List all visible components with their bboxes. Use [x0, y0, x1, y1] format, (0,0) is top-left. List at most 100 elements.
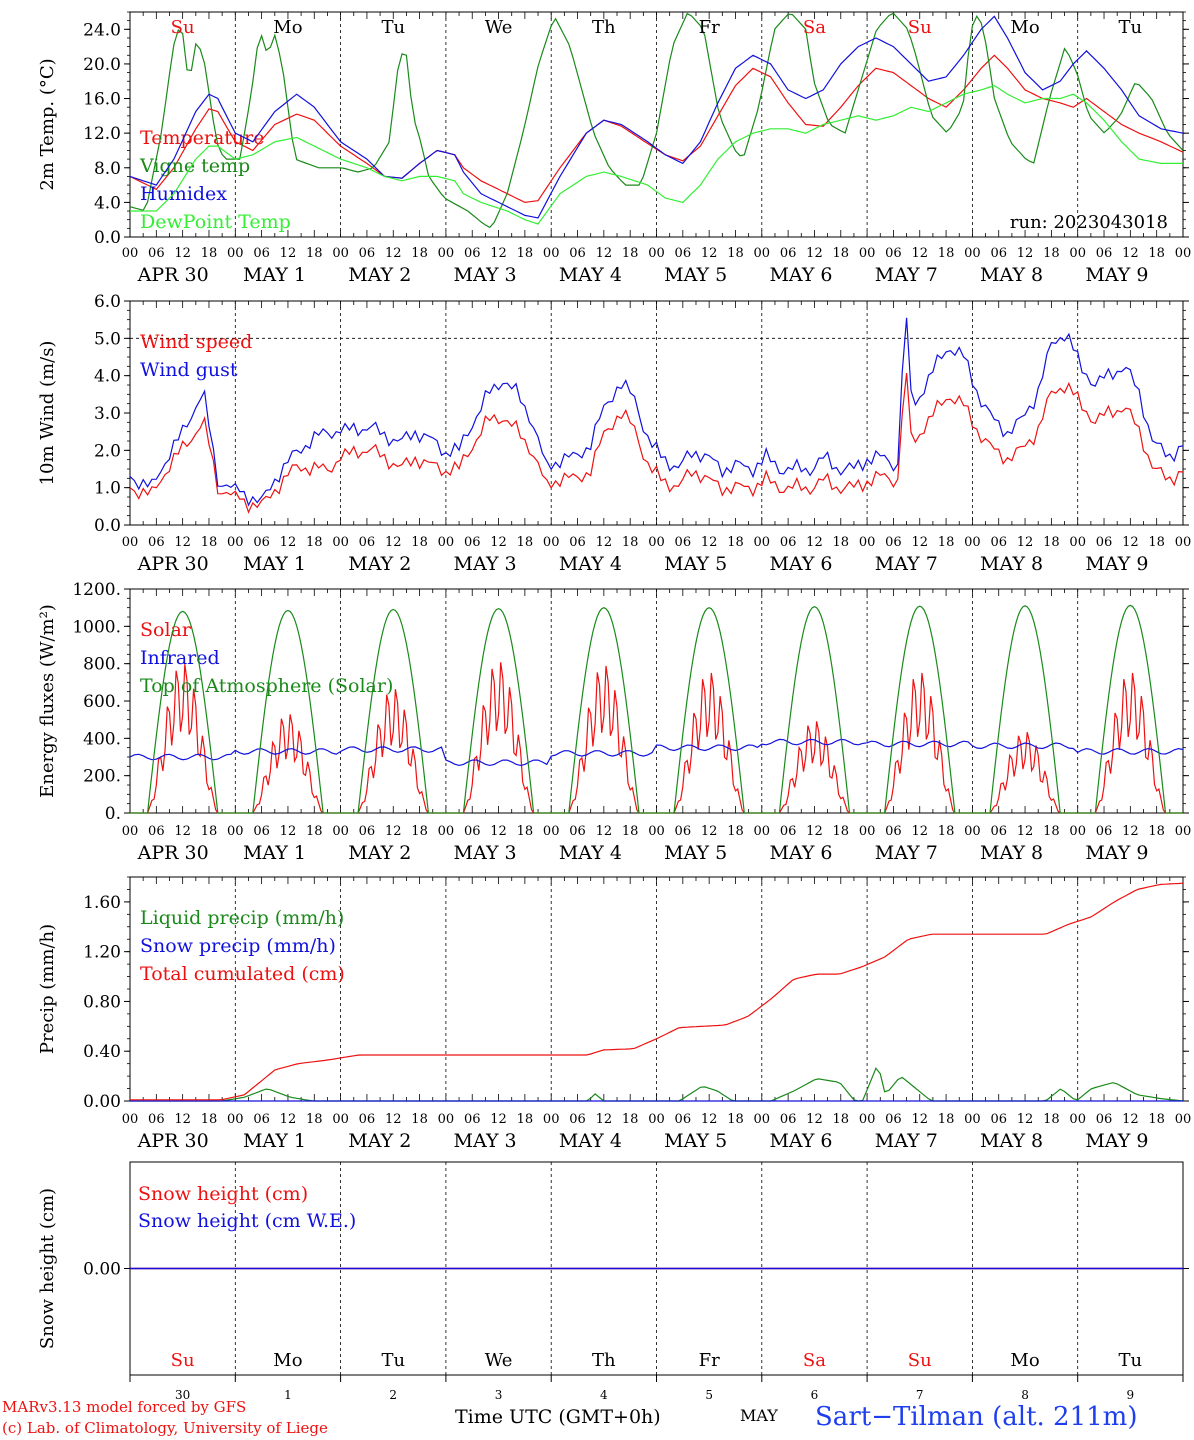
hour-label: 00 — [438, 824, 455, 839]
month-label: MAY — [740, 1406, 778, 1425]
hour-label: 18 — [938, 824, 955, 839]
hour-label: 00 — [648, 1112, 665, 1127]
legend-3-0: Liquid precip (mm/h) — [140, 907, 344, 929]
y-tick-label: 0.40 — [83, 1042, 121, 1062]
hour-label: 12 — [596, 1112, 613, 1127]
hour-label: 12 — [806, 246, 823, 261]
day-name-bottom: Th — [592, 1350, 616, 1371]
date-label: MAY 5 — [664, 842, 727, 864]
hour-label: 12 — [280, 246, 297, 261]
hour-label: 18 — [938, 246, 955, 261]
legend-3-2: Total cumulated (cm) — [140, 963, 345, 985]
hour-label: 12 — [701, 535, 718, 550]
date-label: MAY 1 — [243, 553, 306, 575]
date-label: MAY 2 — [348, 264, 411, 286]
legend-0-0: Temperature — [140, 127, 264, 149]
series-3-2 — [130, 882, 1184, 1101]
hour-label: 18 — [1148, 535, 1165, 550]
day-number: 2 — [389, 1388, 397, 1402]
date-label: MAY 7 — [875, 1130, 938, 1152]
hour-label: 06 — [464, 246, 481, 261]
y-tick-label: 5.0 — [94, 329, 121, 349]
hour-label: 06 — [569, 535, 586, 550]
hour-label: 18 — [517, 535, 534, 550]
hour-label: 00 — [438, 246, 455, 261]
date-label: MAY 3 — [454, 553, 517, 575]
y-tick-label: 0. — [105, 804, 121, 824]
series-2-1 — [129, 738, 1184, 767]
legend-0-3: DewPoint Temp — [140, 211, 291, 233]
hour-label: 12 — [385, 535, 402, 550]
panel-4-ylabel: Snow height (cm) — [37, 1188, 58, 1349]
y-tick-label: 0.80 — [83, 992, 121, 1012]
hour-label: 06 — [148, 246, 165, 261]
hour-label: 00 — [1069, 246, 1086, 261]
day-name-bottom: Su — [171, 1350, 195, 1371]
hour-label: 00 — [859, 824, 876, 839]
hour-label: 18 — [727, 824, 744, 839]
day-number: 3 — [495, 1388, 503, 1402]
hour-label: 12 — [911, 1112, 928, 1127]
y-tick-label: 8.0 — [94, 159, 121, 179]
y-tick-label: 0.00 — [83, 1092, 121, 1112]
y-tick-label: 6.0 — [94, 292, 121, 312]
hour-label: 12 — [385, 1112, 402, 1127]
y-tick-label: 0.0 — [94, 516, 121, 536]
y-tick-label: 1.0 — [94, 479, 121, 499]
date-label: MAY 4 — [559, 842, 622, 864]
date-label: MAY 3 — [454, 1130, 517, 1152]
day-name-top: We — [485, 17, 513, 38]
hour-label: 00 — [859, 535, 876, 550]
hour-label: 00 — [122, 246, 139, 261]
date-label: MAY 3 — [454, 842, 517, 864]
hour-label: 12 — [701, 246, 718, 261]
hour-label: 00 — [543, 246, 560, 261]
hour-label: 00 — [1069, 824, 1086, 839]
hour-label: 18 — [833, 535, 850, 550]
date-label: APR 30 — [137, 842, 209, 864]
panel-0-ylabel: 2m Temp. (°C) — [37, 58, 58, 190]
legend-2-0: Solar — [140, 619, 192, 641]
hour-label: 18 — [517, 824, 534, 839]
series-0-2 — [129, 15, 1184, 219]
hour-label: 00 — [754, 535, 771, 550]
hour-label: 18 — [411, 246, 428, 261]
panel-2-frame — [129, 588, 1184, 814]
hour-label: 06 — [569, 246, 586, 261]
legend-1-0: Wind speed — [140, 331, 252, 353]
panel-2-ylabel: Energy fluxes (W/m²) — [37, 604, 58, 798]
date-label: APR 30 — [137, 264, 209, 286]
hour-label: 12 — [806, 1112, 823, 1127]
hour-label: 12 — [911, 535, 928, 550]
hour-label: 00 — [332, 1112, 349, 1127]
hour-label: 00 — [964, 824, 981, 839]
date-label: MAY 1 — [243, 1130, 306, 1152]
hour-label: 06 — [253, 535, 270, 550]
hour-label: 12 — [596, 824, 613, 839]
hour-label: 18 — [938, 1112, 955, 1127]
hour-label: 00 — [332, 535, 349, 550]
credit-line-1: MARv3.13 model forced by GFS — [2, 1398, 247, 1416]
y-tick-label: 4.0 — [94, 367, 121, 387]
series-1-0 — [129, 373, 1184, 514]
hour-label: 06 — [885, 246, 902, 261]
hour-label: 18 — [622, 246, 639, 261]
hour-label: 00 — [227, 1112, 244, 1127]
hour-label: 12 — [280, 1112, 297, 1127]
hour-label: 18 — [938, 535, 955, 550]
date-label: MAY 9 — [1085, 553, 1148, 575]
date-label: MAY 7 — [875, 842, 938, 864]
legend-4-0: Snow height (cm) — [138, 1183, 308, 1205]
date-label: MAY 6 — [769, 842, 832, 864]
hour-label: 18 — [1043, 824, 1060, 839]
hour-label: 12 — [596, 246, 613, 261]
panel-0-frame — [129, 11, 1184, 238]
y-tick-label: 1000. — [72, 617, 121, 637]
hour-label: 06 — [253, 246, 270, 261]
hour-label: 06 — [569, 824, 586, 839]
hour-label: 12 — [701, 824, 718, 839]
hour-label: 18 — [727, 246, 744, 261]
hour-label: 06 — [675, 246, 692, 261]
hour-label: 12 — [1122, 535, 1139, 550]
hour-label: 06 — [148, 1112, 165, 1127]
